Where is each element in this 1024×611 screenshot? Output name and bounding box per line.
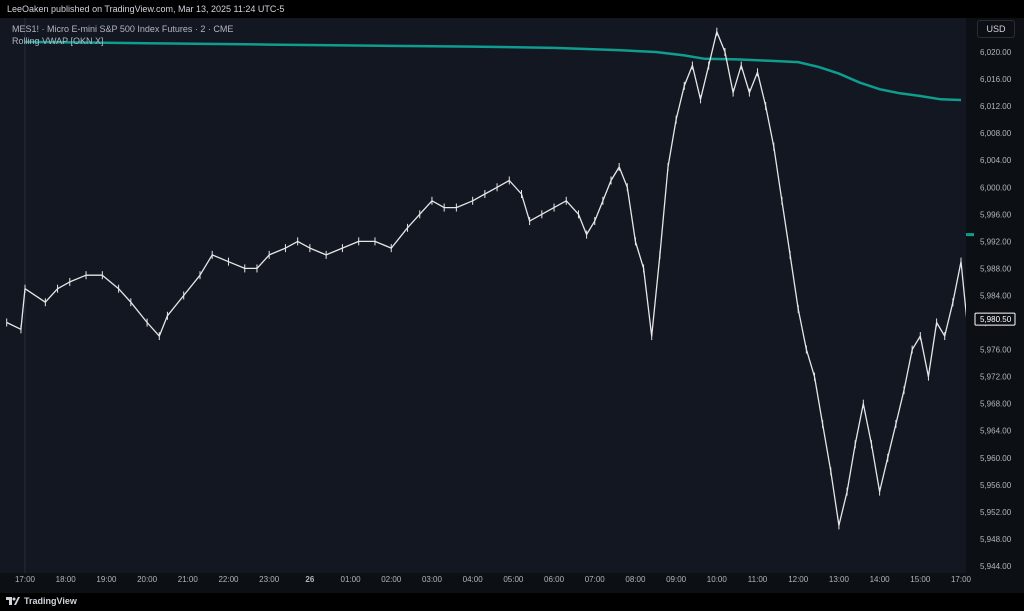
x-tick-label: 20:00 <box>137 575 158 584</box>
y-tick-label: 5,964.00 <box>980 427 1012 436</box>
x-tick-label: 17:00 <box>15 575 36 584</box>
chart-legend: MES1! · Micro E-mini S&P 500 Index Futur… <box>12 23 233 47</box>
x-tick-label: 17:00 <box>951 575 972 584</box>
y-tick-label: 6,020.00 <box>980 48 1012 57</box>
footer-bar: TradingView <box>0 593 1024 611</box>
indicator-legend[interactable]: Rolling VWAP [OKN X] <box>12 36 104 46</box>
y-tick-label: 6,008.00 <box>980 129 1012 138</box>
publish-text: LeeOaken published on TradingView.com, M… <box>7 4 285 14</box>
currency-button[interactable]: USD <box>977 20 1015 38</box>
symbol-legend[interactable]: MES1! · Micro E-mini S&P 500 Index Futur… <box>12 24 234 34</box>
y-tick-label: 6,016.00 <box>980 75 1012 84</box>
vwap-line <box>24 40 962 102</box>
publish-header: LeeOaken published on TradingView.com, M… <box>0 0 1024 18</box>
y-tick-label: 5,984.00 <box>980 291 1012 300</box>
y-tick-label: 5,956.00 <box>980 481 1012 490</box>
y-tick-label: 5,976.00 <box>980 346 1012 355</box>
y-tick-label: 5,992.00 <box>980 237 1012 246</box>
x-tick-label: 23:00 <box>259 575 280 584</box>
y-tick-label: 6,000.00 <box>980 183 1012 192</box>
x-tick-label: 07:00 <box>585 575 606 584</box>
y-tick-label: 5,944.00 <box>980 562 1012 571</box>
x-tick-label: 04:00 <box>463 575 484 584</box>
x-tick-label: 21:00 <box>178 575 199 584</box>
logo-text: TradingView <box>24 596 77 606</box>
x-tick-label: 11:00 <box>748 575 768 584</box>
y-tick-label: 5,968.00 <box>980 400 1012 409</box>
x-tick-label: 26 <box>305 575 314 584</box>
last-price-box <box>974 312 1016 326</box>
price-axis <box>966 18 1024 593</box>
x-tick-label: 06:00 <box>544 575 565 584</box>
tradingview-logo[interactable]: TradingView <box>6 596 77 606</box>
x-tick-label: 10:00 <box>707 575 728 584</box>
tradingview-logo-icon <box>6 597 20 605</box>
x-tick-label: 15:00 <box>910 575 931 584</box>
y-tick-label: 6,004.00 <box>980 156 1012 165</box>
x-tick-label: 05:00 <box>503 575 524 584</box>
last-price-label: 5,980.50 <box>980 315 1012 324</box>
y-tick-label: 5,948.00 <box>980 535 1012 544</box>
x-tick-label: 09:00 <box>666 575 687 584</box>
x-tick-label: 01:00 <box>341 575 362 584</box>
plot-background <box>0 18 966 573</box>
x-tick-label: 19:00 <box>96 575 117 584</box>
y-tick-label: 5,952.00 <box>980 508 1012 517</box>
x-tick-label: 02:00 <box>381 575 402 584</box>
x-tick-label: 08:00 <box>625 575 646 584</box>
vwap-axis-marker <box>966 233 974 237</box>
x-tick-label: 14:00 <box>870 575 891 584</box>
x-tick-label: 03:00 <box>422 575 443 584</box>
chart-area[interactable]: 6,020.00 6,016.00 6,012.00 6,008.00 6,004.00… <box>0 18 1024 593</box>
x-tick-label: 18:00 <box>56 575 77 584</box>
y-tick-label: 5,960.00 <box>980 454 1012 463</box>
x-tick-label: 13:00 <box>829 575 850 584</box>
x-tick-label: 12:00 <box>788 575 809 584</box>
y-tick-label: 5,972.00 <box>980 373 1012 382</box>
price-chart[interactable]: 6,020.00 6,016.00 6,012.00 6,008.00 6,004.00… <box>0 18 1024 593</box>
time-axis <box>0 573 966 593</box>
y-tick-label: 5,996.00 <box>980 210 1012 219</box>
y-tick-label: 5,988.00 <box>980 264 1012 273</box>
y-tick-label: 6,012.00 <box>980 102 1012 111</box>
x-tick-label: 22:00 <box>218 575 239 584</box>
